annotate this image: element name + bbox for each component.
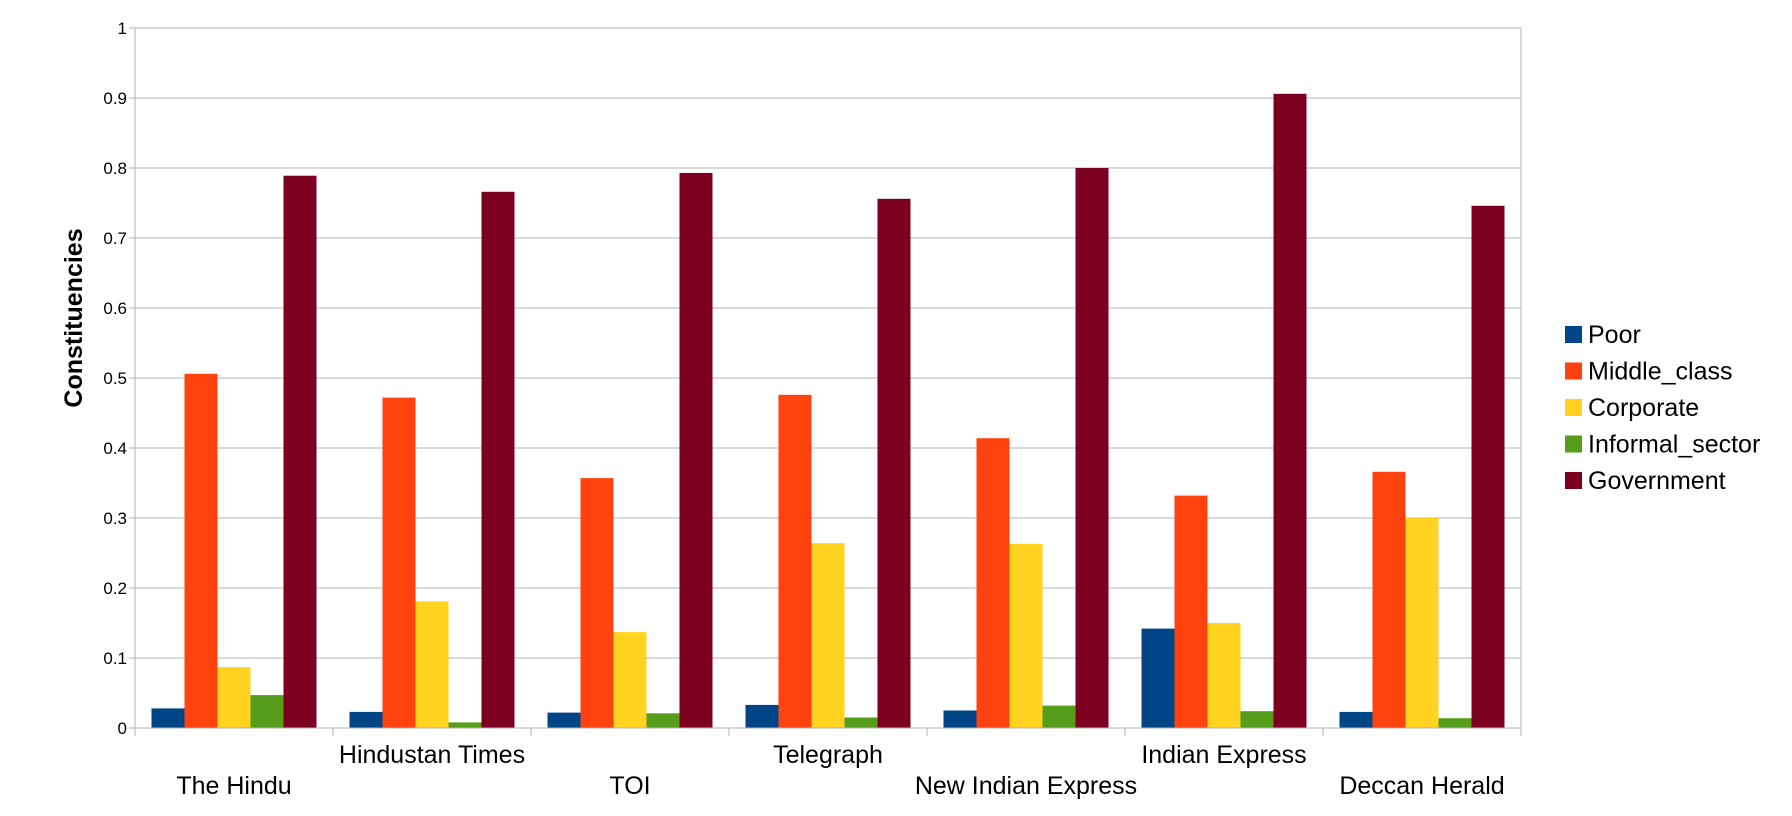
bar xyxy=(1339,711,1373,728)
bar xyxy=(1042,705,1076,728)
bar xyxy=(1405,518,1439,728)
y-tick-label: 1 xyxy=(118,19,127,38)
bar xyxy=(1141,628,1175,728)
legend-label: Informal_sector xyxy=(1588,431,1760,459)
bar xyxy=(217,667,251,728)
axes: 0 0.1 0.2 0.3 0.4 0.5 0.6 0.7 0.8 0.9 1 The Hindu Hi… xyxy=(103,19,1522,800)
x-category-label: Indian Express xyxy=(1141,741,1306,769)
bar xyxy=(547,712,581,728)
bar xyxy=(415,601,449,728)
bar xyxy=(679,172,713,728)
bar xyxy=(943,710,977,728)
y-tick-label: 0.2 xyxy=(103,579,127,598)
legend-swatch xyxy=(1565,472,1582,489)
bar xyxy=(1207,623,1241,728)
bar xyxy=(184,373,218,728)
bar xyxy=(250,695,284,728)
y-tick-label: 0.5 xyxy=(103,369,127,388)
bar xyxy=(745,704,779,728)
bar xyxy=(1174,495,1208,728)
legend-label: Middle_class xyxy=(1588,358,1733,386)
x-category-label: New Indian Express xyxy=(915,772,1137,800)
bar xyxy=(1075,168,1109,728)
legend-swatch xyxy=(1565,362,1582,380)
bar xyxy=(976,438,1010,728)
legend-label: Government xyxy=(1588,467,1726,495)
bar xyxy=(151,708,185,728)
bar xyxy=(1438,718,1472,728)
legend: Poor Middle_class Corporate Informal_sector… xyxy=(1565,321,1760,495)
bar xyxy=(877,198,911,729)
bar xyxy=(1240,711,1274,728)
legend-swatch xyxy=(1565,399,1582,416)
bar xyxy=(481,191,515,729)
bar xyxy=(382,397,416,728)
bar xyxy=(1273,93,1307,729)
legend-swatch xyxy=(1565,326,1582,343)
bar xyxy=(448,722,482,728)
y-tick-label: 0.7 xyxy=(103,229,127,248)
y-tick-label: 0.1 xyxy=(103,649,127,668)
y-tick-label: 0.8 xyxy=(103,159,127,178)
x-category-label: TOI xyxy=(609,772,650,800)
bar xyxy=(778,394,812,728)
bar xyxy=(811,543,845,728)
bar xyxy=(1009,543,1043,728)
x-category-label: Hindustan Times xyxy=(339,741,525,769)
bar xyxy=(1471,205,1505,729)
y-tick-label: 0.6 xyxy=(103,299,127,318)
bar xyxy=(580,478,614,728)
bar xyxy=(613,632,647,728)
y-tick-label: 0.9 xyxy=(103,89,127,108)
x-category-label: Deccan Herald xyxy=(1339,772,1504,800)
bar xyxy=(349,711,383,728)
bars xyxy=(151,93,1505,729)
legend-swatch xyxy=(1565,435,1582,453)
y-axis-label: Constituencies xyxy=(60,228,88,407)
legend-label: Poor xyxy=(1588,321,1641,349)
y-tick-label: 0.3 xyxy=(103,509,127,528)
y-tick-label: 0.4 xyxy=(103,439,127,458)
bar xyxy=(844,717,878,728)
x-category-label: Telegraph xyxy=(773,741,883,769)
legend-label: Corporate xyxy=(1588,394,1699,422)
bar xyxy=(1372,471,1406,728)
bar xyxy=(283,175,317,728)
y-tick-label: 0 xyxy=(118,719,127,738)
x-category-label: The Hindu xyxy=(176,772,291,800)
bar xyxy=(646,713,680,728)
